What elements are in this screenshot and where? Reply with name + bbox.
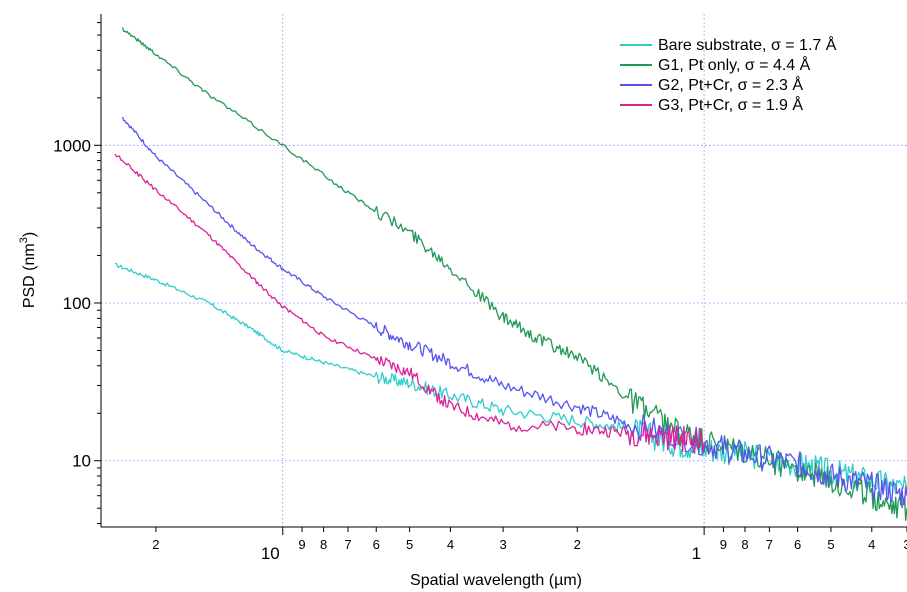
x-minor-tick-label: 3 [903,537,907,552]
x-tick-label: 10 [261,544,280,563]
x-minor-tick-label: 9 [720,537,727,552]
y-axis-label: PSD (nm3) [18,232,38,308]
legend-label: Bare substrate, σ = 1.7 Å [658,35,837,54]
series-line-3 [121,116,907,506]
y-axis-label-sup: 3 [18,237,30,243]
x-tick-label: 1 [692,544,701,563]
x-minor-tick-label: 2 [574,537,581,552]
series-line-4 [114,153,705,454]
x-minor-tick-label: 8 [320,537,327,552]
series-line-1 [114,262,907,495]
legend-label: G2, Pt+Cr, σ = 2.3 Å [658,75,803,94]
x-minor-tick-label: 5 [827,537,834,552]
x-minor-tick-label: 7 [766,537,773,552]
x-minor-tick-label: 4 [447,537,454,552]
series-lines [114,27,907,521]
x-minor-tick-label: 3 [499,537,506,552]
x-minor-tick-label: 4 [868,537,875,552]
x-minor-tick-label: 9 [298,537,305,552]
legend-label: G3, Pt+Cr, σ = 1.9 Å [658,95,803,114]
legend: Bare substrate, σ = 1.7 ÅG1, Pt only, σ … [620,35,837,114]
series-line-2 [121,27,907,521]
y-tick-label: 10 [72,452,91,471]
y-axis-label-main: PSD (nm [21,243,38,308]
x-minor-tick-label: 5 [406,537,413,552]
y-tick-label: 100 [63,294,91,313]
x-axis-label: Spatial wavelength (µm) [410,572,582,589]
y-axis-label-close: ) [21,232,38,237]
legend-label: G1, Pt only, σ = 4.4 Å [658,55,811,74]
gridlines [101,14,907,527]
axes [100,14,907,528]
y-tick-label: 1000 [53,136,91,155]
x-minor-tick-label: 2 [152,537,159,552]
x-minor-tick-label: 7 [344,537,351,552]
x-minor-tick-label: 8 [741,537,748,552]
x-minor-tick-label: 6 [794,537,801,552]
axis-ticks: 1010010001012987654329876543 [53,22,907,563]
x-minor-tick-label: 6 [373,537,380,552]
